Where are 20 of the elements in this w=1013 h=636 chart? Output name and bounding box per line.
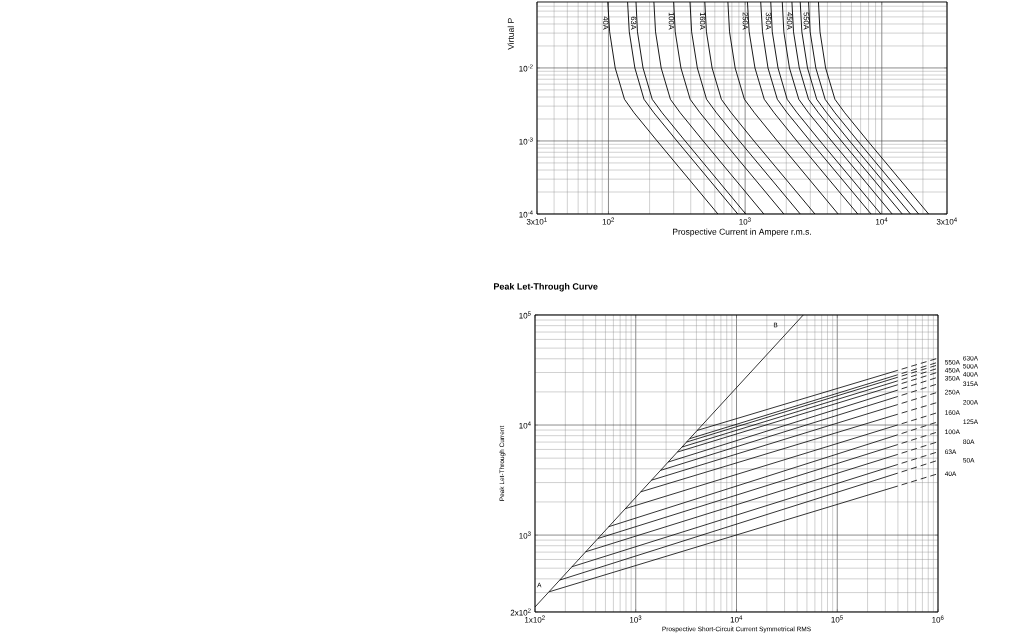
- y-tick-label: 10$^{3}$: [519, 531, 531, 539]
- y-tick-label: 10$^{5}$: [519, 311, 531, 319]
- x-tick-label: 10$^{3}$: [630, 615, 642, 623]
- x-axis-title: Prospective Current in Ampere r.m.s.: [673, 228, 811, 237]
- x-tick-label: 3x10$^{4}$: [936, 217, 957, 225]
- y-tick-label: 10$^{-4}$: [519, 210, 533, 218]
- x-tick-label: 3x10$^{1}$: [526, 217, 547, 225]
- chart-title: Peak Let-Through Curve: [494, 283, 598, 292]
- y-tick-label: 10$^{-3}$: [519, 137, 533, 145]
- x-tick-label: 10$^{2}$: [602, 217, 615, 225]
- y-axis-title: Virtual P: [507, 18, 514, 50]
- x-tick-label: 10$^{3}$: [739, 217, 751, 225]
- x-tick-label: 10$^{4}$: [876, 217, 888, 225]
- x-tick-label: 1x10$^{2}$: [525, 615, 545, 623]
- y-tick-label: 10$^{4}$: [519, 421, 531, 429]
- x-tick-label: 10$^{4}$: [730, 615, 743, 623]
- x-tick-label: 10$^{6}$: [932, 615, 944, 623]
- y-tick-label: 10$^{-2}$: [519, 64, 533, 72]
- y-tick-label: 2x10$^{2}$: [510, 608, 531, 616]
- x-tick-label: 10$^{5}$: [831, 615, 843, 623]
